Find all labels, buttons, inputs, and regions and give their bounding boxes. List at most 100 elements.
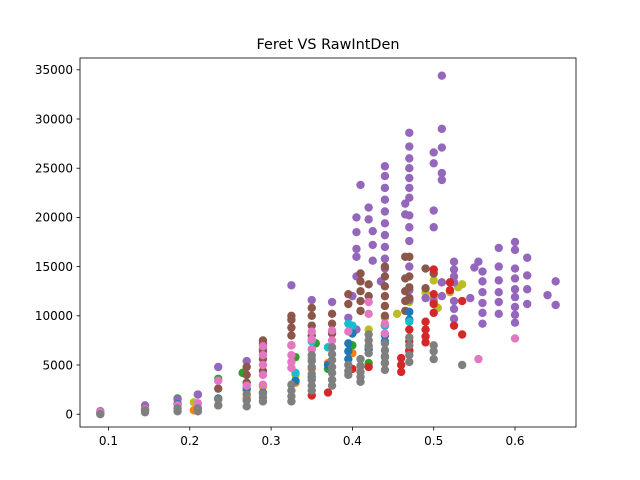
data-point <box>380 262 390 271</box>
data-point <box>327 381 337 390</box>
data-point <box>380 219 390 228</box>
data-point <box>323 388 333 397</box>
data-point <box>429 206 438 215</box>
data-point <box>449 296 459 306</box>
data-point <box>421 338 430 347</box>
data-point <box>405 333 414 342</box>
data-point <box>510 310 520 320</box>
data-point <box>380 272 390 281</box>
data-point <box>405 173 414 183</box>
data-point <box>242 370 251 380</box>
data-point <box>327 349 337 359</box>
points-layer <box>96 71 560 419</box>
data-point <box>421 332 430 341</box>
data-point <box>327 309 337 319</box>
data-point <box>429 276 438 285</box>
data-point <box>478 308 487 318</box>
data-point <box>494 262 503 271</box>
data-point <box>364 362 373 372</box>
data-point <box>466 293 475 303</box>
data-point <box>356 180 365 190</box>
data-point <box>401 199 410 208</box>
data-point <box>364 291 373 301</box>
data-point <box>494 243 503 253</box>
data-point <box>437 168 447 178</box>
data-point <box>449 265 459 274</box>
y-axis: 0 5000 10000 15000 20000 25000 30000 35000 <box>35 63 80 422</box>
data-point <box>429 354 438 364</box>
data-point <box>307 362 316 372</box>
data-point <box>364 330 373 339</box>
data-point <box>242 390 251 399</box>
data-point <box>380 301 390 311</box>
data-point <box>380 329 390 338</box>
data-point <box>437 278 447 287</box>
data-point <box>405 128 414 137</box>
data-point <box>421 325 430 334</box>
data-point <box>405 293 414 303</box>
data-point <box>364 280 373 289</box>
data-point <box>287 331 296 340</box>
data-point <box>396 353 406 363</box>
data-point <box>258 350 268 360</box>
data-point <box>457 360 467 370</box>
y-tick-label: 30000 <box>35 112 73 126</box>
data-point <box>494 276 503 285</box>
data-point <box>258 360 268 370</box>
data-point <box>344 360 353 370</box>
data-point <box>437 175 447 185</box>
data-point <box>421 293 430 303</box>
data-point <box>364 336 373 345</box>
data-point <box>173 404 182 413</box>
data-point <box>449 272 459 281</box>
data-point <box>242 362 251 372</box>
data-point <box>214 362 223 372</box>
data-point <box>510 264 520 273</box>
y-tick-label: 35000 <box>35 63 73 77</box>
data-point <box>380 171 390 181</box>
data-point <box>380 351 390 361</box>
data-point <box>242 356 251 366</box>
data-point <box>405 272 414 281</box>
data-point <box>457 280 467 289</box>
data-point <box>356 361 365 371</box>
y-tick-label: 0 <box>65 408 73 422</box>
data-point <box>327 343 337 352</box>
data-point <box>364 342 373 351</box>
data-point <box>214 384 223 393</box>
data-point <box>494 309 503 319</box>
data-point <box>380 207 390 216</box>
data-point <box>344 313 353 322</box>
data-point <box>405 164 414 173</box>
data-point <box>307 375 316 384</box>
data-point <box>478 287 487 297</box>
data-point <box>510 334 520 343</box>
data-point <box>449 314 459 323</box>
data-point <box>307 311 316 321</box>
data-point <box>307 303 316 313</box>
data-point <box>551 277 560 286</box>
data-point <box>380 311 390 321</box>
x-tick-label: 0.3 <box>262 434 281 448</box>
data-point <box>429 299 438 309</box>
data-point <box>392 309 402 319</box>
data-point <box>380 365 390 375</box>
data-point <box>307 350 316 360</box>
data-point <box>352 213 361 222</box>
data-point <box>327 362 337 372</box>
data-point <box>258 336 268 345</box>
y-tick-label: 15000 <box>35 260 73 274</box>
data-point <box>510 318 520 327</box>
data-point <box>523 253 532 262</box>
data-point <box>96 410 105 419</box>
data-point <box>287 311 296 321</box>
data-point <box>396 367 406 377</box>
data-point <box>287 392 296 401</box>
data-point <box>356 269 365 278</box>
data-point <box>344 299 353 309</box>
data-point <box>364 215 373 224</box>
data-point <box>429 347 438 356</box>
data-point <box>364 297 373 307</box>
data-point <box>380 230 390 240</box>
data-point <box>356 367 365 377</box>
